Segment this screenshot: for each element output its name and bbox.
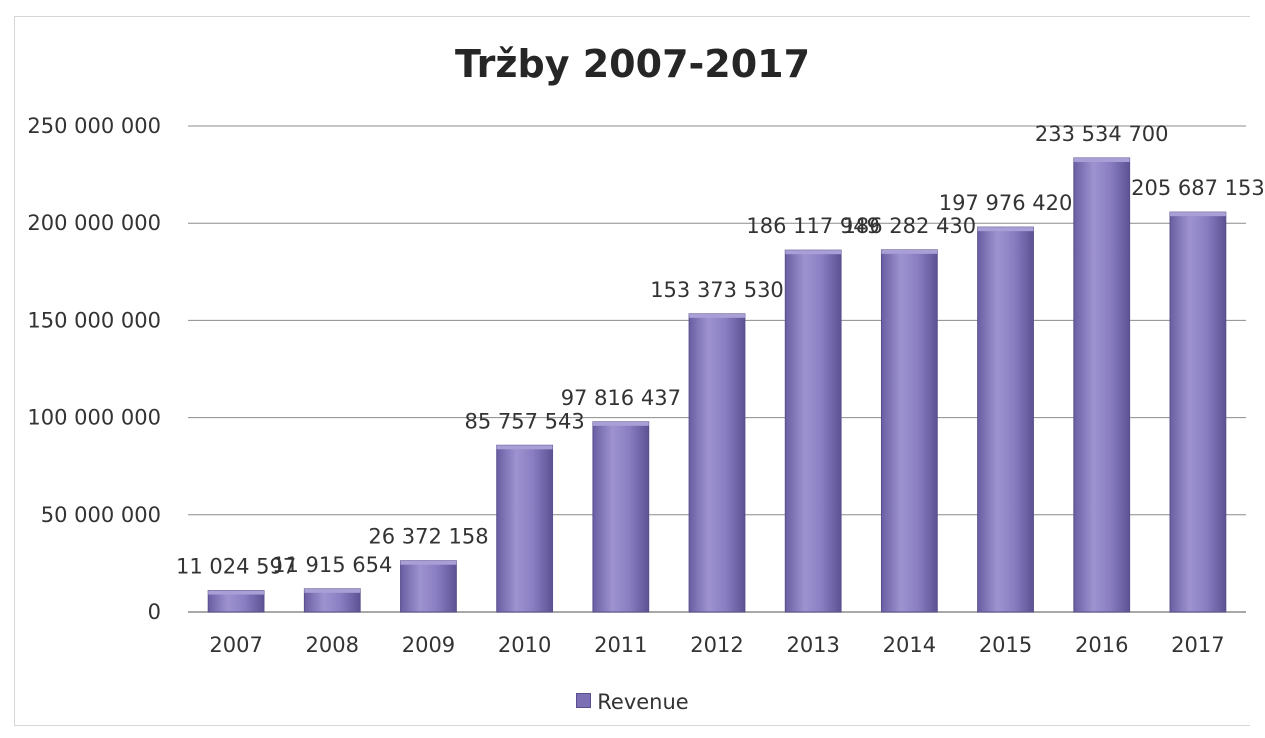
bar-body xyxy=(592,421,650,613)
bar-body xyxy=(977,226,1034,613)
x-axis-ticks: 2007 2008 2009 2010 2011 2012 2013 2014 2015 2016… xyxy=(209,633,1224,657)
x-tick-label: 2008 xyxy=(306,633,359,657)
data-label-2009: 26 372 158 xyxy=(368,525,488,549)
bar-body xyxy=(1169,211,1227,613)
bar-top-highlight xyxy=(400,560,457,565)
data-label-2011: 97 816 437 xyxy=(561,386,681,410)
bar-top-highlight xyxy=(689,313,745,318)
x-tick-label: 2016 xyxy=(1075,633,1128,657)
bar-top-highlight xyxy=(881,249,938,254)
bar-body xyxy=(688,313,746,613)
data-label-2015: 197 976 420 xyxy=(939,191,1073,215)
bar-body xyxy=(1073,157,1131,613)
x-tick-label: 2017 xyxy=(1171,633,1224,657)
x-tick-label: 2009 xyxy=(402,633,455,657)
bar-2013 xyxy=(784,249,842,613)
bar-body xyxy=(784,249,842,613)
data-label-2010: 85 757 543 xyxy=(465,409,585,433)
y-tick-label: 100 000 000 xyxy=(27,406,161,430)
y-tick-label: 0 xyxy=(148,600,161,624)
data-label-2017: 205 687 153 xyxy=(1131,176,1265,200)
x-tick-label: 2014 xyxy=(883,633,936,657)
y-axis-ticks: 0 50 000 000 100 000 000 150 000 000 200 000… xyxy=(27,114,161,624)
bar-2007 xyxy=(207,590,265,613)
x-tick-label: 2007 xyxy=(209,633,262,657)
bar-top-highlight xyxy=(208,590,264,595)
x-tick-label: 2012 xyxy=(690,633,743,657)
bars xyxy=(207,157,1227,613)
data-label-2007: 11 024 597 xyxy=(176,555,296,579)
bar-top-highlight xyxy=(592,421,649,426)
bar-body xyxy=(496,444,554,613)
bar-2015 xyxy=(977,226,1034,613)
bar-2008 xyxy=(303,588,361,613)
y-tick-label: 250 000 000 xyxy=(27,114,161,138)
y-tick-label: 200 000 000 xyxy=(27,211,161,235)
bar-body xyxy=(880,249,938,613)
bar-top-highlight xyxy=(496,445,553,450)
bar-body xyxy=(400,560,457,613)
bar-2009 xyxy=(400,560,457,613)
bar-top-highlight xyxy=(1073,158,1130,163)
legend-swatch xyxy=(576,693,592,708)
x-tick-label: 2015 xyxy=(979,633,1032,657)
bar-2014 xyxy=(880,249,938,613)
y-tick-label: 150 000 000 xyxy=(27,308,161,332)
bar-2017 xyxy=(1169,211,1227,613)
bar-top-highlight xyxy=(304,588,361,593)
legend-label: Revenue xyxy=(597,690,689,714)
data-label-2014: 186 282 430 xyxy=(843,214,977,238)
bar-top-highlight xyxy=(977,227,1034,232)
x-tick-label: 2010 xyxy=(498,633,551,657)
bar-2011 xyxy=(592,421,650,613)
data-label-2008: 11 915 654 xyxy=(272,553,392,577)
bar-top-highlight xyxy=(785,250,842,255)
chart-title: Tržby 2007-2017 xyxy=(454,42,811,86)
x-tick-label: 2011 xyxy=(594,633,647,657)
data-label-2013: 186 117 949 xyxy=(746,214,880,238)
data-label-2012: 153 373 530 xyxy=(650,278,784,302)
bar-2016 xyxy=(1073,157,1131,613)
bar-2012 xyxy=(688,313,746,613)
x-tick-label: 2013 xyxy=(786,633,839,657)
data-label-2016: 233 534 700 xyxy=(1035,122,1169,146)
bar-2010 xyxy=(496,444,554,613)
bar-top-highlight xyxy=(1170,212,1226,217)
y-tick-label: 50 000 000 xyxy=(41,503,161,527)
legend: Revenue xyxy=(0,690,1265,714)
